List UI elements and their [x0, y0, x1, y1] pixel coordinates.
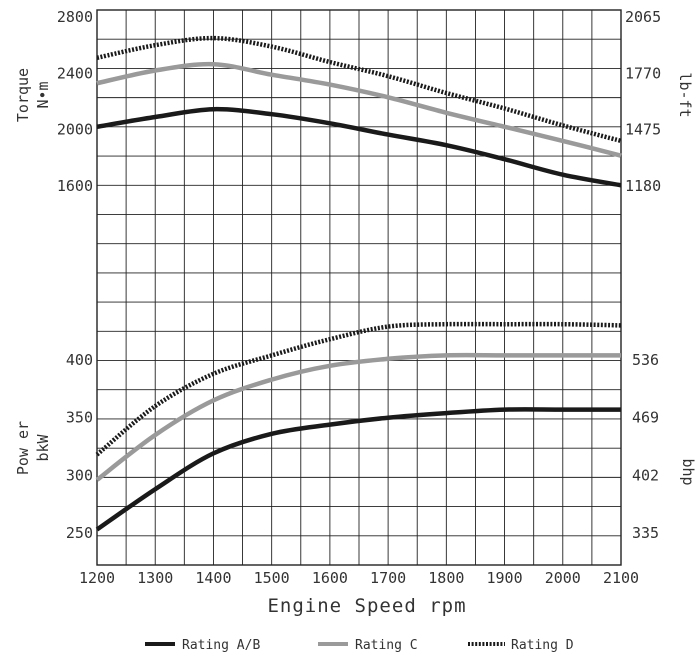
legend-label-rating-c: Rating C [355, 638, 418, 653]
torque-series-rating-d [96, 35, 622, 144]
x-tick-label: 1200 [79, 569, 115, 587]
power-right-tick-label: 536 [632, 351, 659, 369]
torque-left-tick-label: 2800 [57, 8, 93, 26]
power-right-tick-label: 469 [632, 409, 659, 427]
power-left-tick-label: 300 [66, 466, 93, 484]
series-layer [95, 35, 622, 532]
power-series-rating-c [95, 352, 621, 482]
x-tick-label: 2000 [545, 569, 581, 587]
power-left-tick-label: 400 [66, 351, 93, 369]
grid [96, 9, 622, 566]
torque-right-tick-label: 2065 [625, 8, 661, 26]
tick-labels: 1200 1300 1400 1500 1600 1700 1800 1900 2000 2100… [57, 8, 661, 587]
power-left-tick-label: 250 [66, 524, 93, 542]
torque-unit-title: N•m [34, 81, 52, 108]
torque-right-tick-label: 1475 [625, 121, 661, 139]
bhp-axis-title: bhp [679, 458, 696, 485]
power-series-rating-d [95, 321, 622, 457]
x-tick-label: 1400 [195, 569, 231, 587]
torque-right-tick-label: 1770 [625, 64, 661, 82]
torque-right-tick-label: 1180 [625, 177, 661, 195]
torque-left-tick-label: 1600 [57, 177, 93, 195]
torque-left-tick-label: 2000 [57, 121, 93, 139]
legend: Rating A/B Rating C Rating D [145, 638, 574, 653]
x-tick-label: 1700 [370, 569, 406, 587]
x-tick-label: 1300 [137, 569, 173, 587]
power-axis-title: Pow er [14, 421, 32, 475]
legend-label-rating-ab: Rating A/B [182, 638, 260, 653]
x-tick-label: 1800 [428, 569, 464, 587]
x-tick-label: 2100 [603, 569, 639, 587]
torque-series-rating-a-b [96, 106, 622, 188]
power-series-rating-a-b [95, 407, 621, 532]
torque-left-tick-label: 2400 [57, 64, 93, 82]
x-tick-label: 1900 [486, 569, 522, 587]
x-tick-label: 1600 [312, 569, 348, 587]
power-unit-title: bkW [34, 433, 52, 461]
torque-series-rating-c [96, 61, 622, 158]
power-right-tick-label: 335 [632, 524, 659, 542]
lbft-axis-title: lb-ft [676, 72, 694, 117]
legend-label-rating-d: Rating D [511, 638, 574, 653]
power-left-tick-label: 350 [66, 409, 93, 427]
x-tick-label: 1500 [254, 569, 290, 587]
power-right-tick-label: 402 [632, 466, 659, 484]
torque-axis-title: Torque [14, 68, 32, 122]
x-axis-title: Engine Speed rpm [267, 595, 466, 617]
